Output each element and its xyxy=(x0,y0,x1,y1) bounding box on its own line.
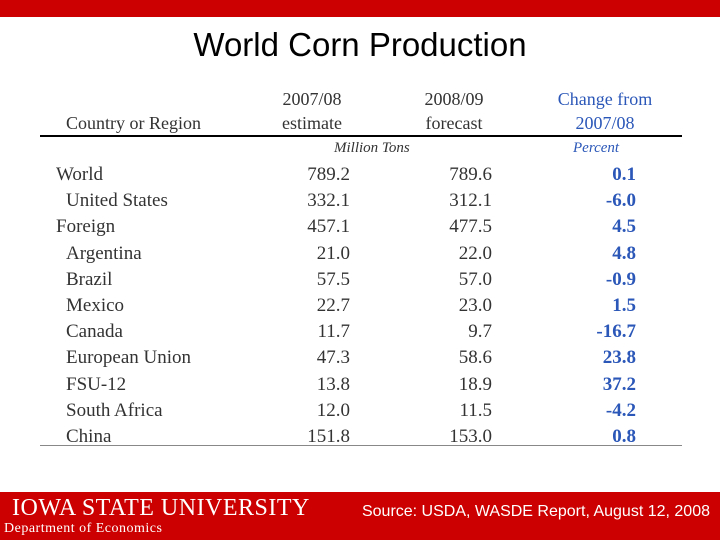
table-row: World 789.2 789.6 0.1 xyxy=(40,162,682,188)
row-region: FSU-12 xyxy=(66,373,127,395)
table-row: Foreign 457.1 477.5 4.5 xyxy=(40,214,682,240)
row-2007: 151.8 xyxy=(307,425,350,447)
header-2007-line1: 2007/08 xyxy=(282,89,342,109)
corn-production-table: Country or Region 2007/08 estimate 2008/… xyxy=(40,84,682,447)
row-region: Mexico xyxy=(66,294,125,316)
header-region: Country or Region xyxy=(66,113,201,133)
header-change-line1: Change from xyxy=(557,89,653,109)
row-2007: 47.3 xyxy=(316,347,350,369)
row-2007: 21.0 xyxy=(316,242,350,264)
table-row: Brazil 57.5 57.0 -0.9 xyxy=(40,267,682,293)
row-2007: 332.1 xyxy=(307,190,350,212)
row-2007: 13.8 xyxy=(316,373,350,395)
row-2007: 22.7 xyxy=(316,294,350,316)
header-change-line2: 2007/08 xyxy=(575,113,635,133)
row-2007: 457.1 xyxy=(307,216,350,238)
row-2007: 57.5 xyxy=(316,268,350,290)
row-2008: 57.0 xyxy=(458,268,492,290)
table-row: Argentina 21.0 22.0 4.8 xyxy=(40,241,682,267)
top-bar xyxy=(0,0,720,17)
row-region: World xyxy=(56,164,104,185)
header-2008-line2: forecast xyxy=(425,113,483,133)
row-region: European Union xyxy=(66,347,192,369)
row-change: 4.8 xyxy=(612,242,636,264)
row-2008: 11.5 xyxy=(459,399,492,421)
row-2008: 9.7 xyxy=(468,321,492,343)
table-bottom-rule xyxy=(40,445,682,446)
units-million-tons: Million Tons xyxy=(334,140,410,156)
source-citation: Source: USDA, WASDE Report, August 12, 2… xyxy=(361,503,710,520)
isu-logo: IOWA STATE UNIVERSITY xyxy=(12,495,310,521)
row-change: -4.2 xyxy=(605,399,636,421)
row-region: South Africa xyxy=(66,399,163,421)
row-region: Brazil xyxy=(66,268,113,290)
row-change: 37.2 xyxy=(602,373,636,395)
units-percent: Percent xyxy=(573,140,620,156)
table-row: South Africa 12.0 11.5 -4.2 xyxy=(40,398,682,424)
header-2007-line2: estimate xyxy=(282,113,342,133)
row-change: -0.9 xyxy=(605,268,636,290)
row-2008: 23.0 xyxy=(458,294,492,316)
row-region: Foreign xyxy=(56,216,116,238)
row-region: Argentina xyxy=(66,242,142,264)
slide-title: World Corn Production xyxy=(193,26,527,63)
row-2008: 153.0 xyxy=(449,425,492,447)
table-row: United States 332.1 312.1 -6.0 xyxy=(40,188,682,214)
row-2007: 789.2 xyxy=(307,164,350,185)
row-2008: 58.6 xyxy=(458,347,492,369)
footer-bar xyxy=(0,492,720,540)
row-2008: 312.1 xyxy=(449,190,492,212)
table-row: FSU-12 13.8 18.9 37.2 xyxy=(40,372,682,398)
table-row: Mexico 22.7 23.0 1.5 xyxy=(40,293,682,319)
row-2008: 22.0 xyxy=(458,242,492,264)
table-row: European Union 47.3 58.6 23.8 xyxy=(40,345,682,371)
row-change: 23.8 xyxy=(602,347,636,369)
table-row: Canada 11.7 9.7 -16.7 xyxy=(40,319,682,345)
row-region: United States xyxy=(66,190,168,212)
header-rule xyxy=(40,135,682,137)
table-body: World 789.2 789.6 0.1 United States 332.… xyxy=(40,162,682,450)
row-change: -6.0 xyxy=(605,190,636,212)
table-row: China 151.8 153.0 0.8 xyxy=(40,424,682,450)
row-2007: 12.0 xyxy=(316,399,350,421)
row-region: China xyxy=(66,425,112,447)
row-change: 0.8 xyxy=(612,425,636,447)
row-region: Canada xyxy=(66,321,123,343)
department-label: Department of Economics xyxy=(4,521,163,536)
row-change: 1.5 xyxy=(612,294,636,316)
row-change: 4.5 xyxy=(612,216,636,238)
row-change: 0.1 xyxy=(612,164,636,185)
row-2008: 789.6 xyxy=(449,164,492,185)
row-2007: 11.7 xyxy=(317,321,350,343)
row-2008: 18.9 xyxy=(458,373,492,395)
row-change: -16.7 xyxy=(596,321,636,343)
header-2008-line1: 2008/09 xyxy=(424,89,484,109)
row-2008: 477.5 xyxy=(449,216,492,238)
